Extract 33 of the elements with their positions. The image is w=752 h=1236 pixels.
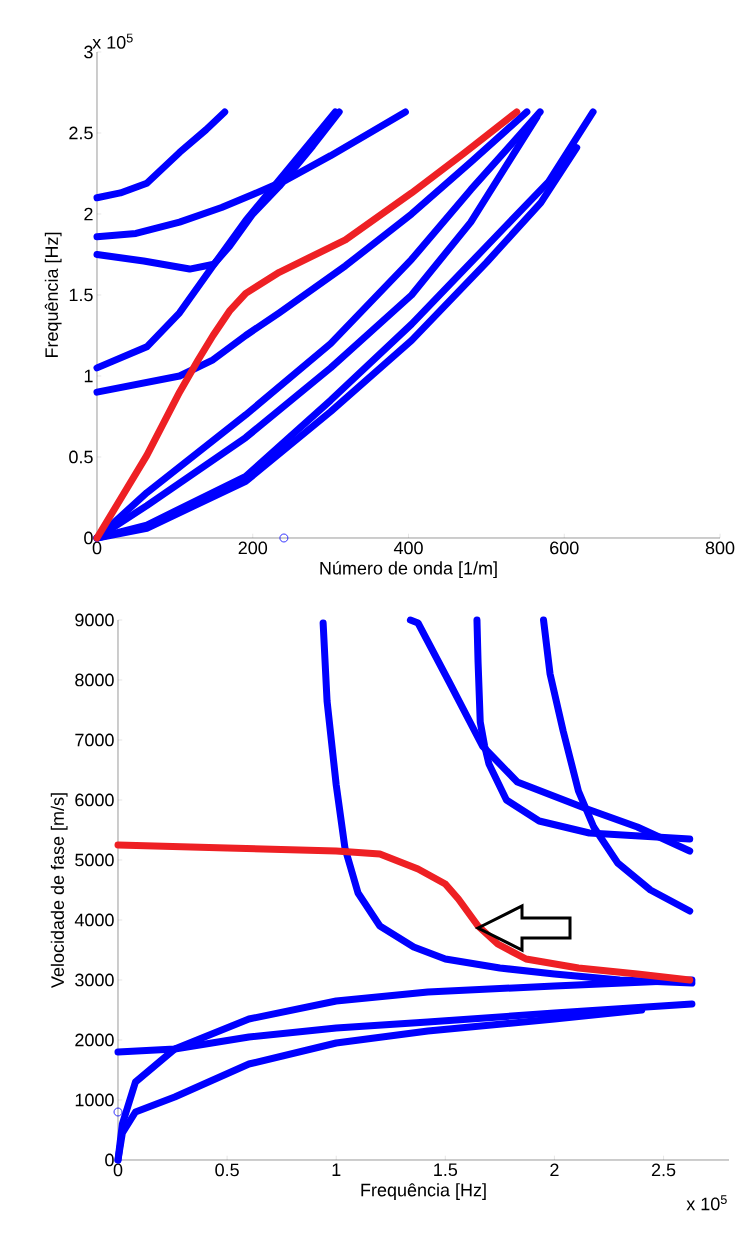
y-tick-label: 0 <box>84 531 93 545</box>
x-tick-label: 1 <box>332 1163 341 1176</box>
y-tick-label: 3000 <box>75 973 114 987</box>
y-tick-label: 8000 <box>75 673 114 687</box>
text: x 10$^{5}$ <box>686 1195 727 1211</box>
y-tick-label: 0 <box>105 1153 114 1167</box>
y-tick-label: 0.5 <box>69 450 93 464</box>
x-axis-title: Número de onda [1/m] <box>320 561 497 579</box>
x-tick-label: 600 <box>550 541 579 555</box>
x-tick-label: 1.5 <box>434 1163 458 1177</box>
y-tick-label: 3 <box>84 45 93 59</box>
x-tick-label: 800 <box>705 541 735 555</box>
y-tick-label: 1.5 <box>69 288 93 302</box>
y-tick-label: 2.5 <box>69 126 93 140</box>
y-tick-label: 6000 <box>75 793 114 807</box>
x-axis-title: Frequência [Hz] <box>361 1183 486 1200</box>
y-tick-label: 2 <box>84 207 93 221</box>
y-tick-label: 7000 <box>75 733 114 747</box>
y-tick-label: 2000 <box>75 1033 114 1047</box>
y-axis-title: Frequência [Hz] <box>44 232 62 358</box>
y-tick-label: 4000 <box>74 913 114 927</box>
x-tick-label: 2 <box>550 1163 559 1177</box>
x-tick-label: 400 <box>393 541 423 555</box>
text: x 10$^{5}$ <box>92 33 133 49</box>
y-tick-label: 1000 <box>75 1093 114 1107</box>
y-tick-label: 1 <box>84 369 93 383</box>
x-tick-label: 2.5 <box>651 1163 676 1177</box>
x-tick-label: 0 <box>113 1163 123 1177</box>
x-tick-label: 200 <box>238 541 268 555</box>
y-tick-label: 9000 <box>75 613 114 627</box>
y-tick-label: 5000 <box>75 853 114 867</box>
y-axis-title: Velocidade de fase [m/s] <box>50 793 68 988</box>
x-tick-label: 0.5 <box>215 1163 239 1177</box>
